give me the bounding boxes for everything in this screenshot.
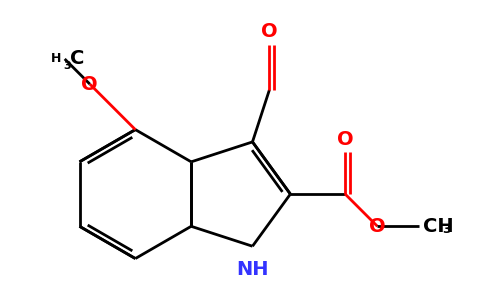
Text: O: O — [261, 22, 278, 41]
Text: O: O — [337, 130, 353, 149]
Text: H: H — [51, 52, 61, 65]
Text: O: O — [369, 217, 386, 236]
Text: 3: 3 — [63, 61, 71, 71]
Text: 3: 3 — [442, 223, 451, 236]
Text: O: O — [81, 74, 98, 94]
Text: C: C — [70, 50, 84, 68]
Text: CH: CH — [423, 217, 453, 236]
Text: NH: NH — [236, 260, 269, 279]
